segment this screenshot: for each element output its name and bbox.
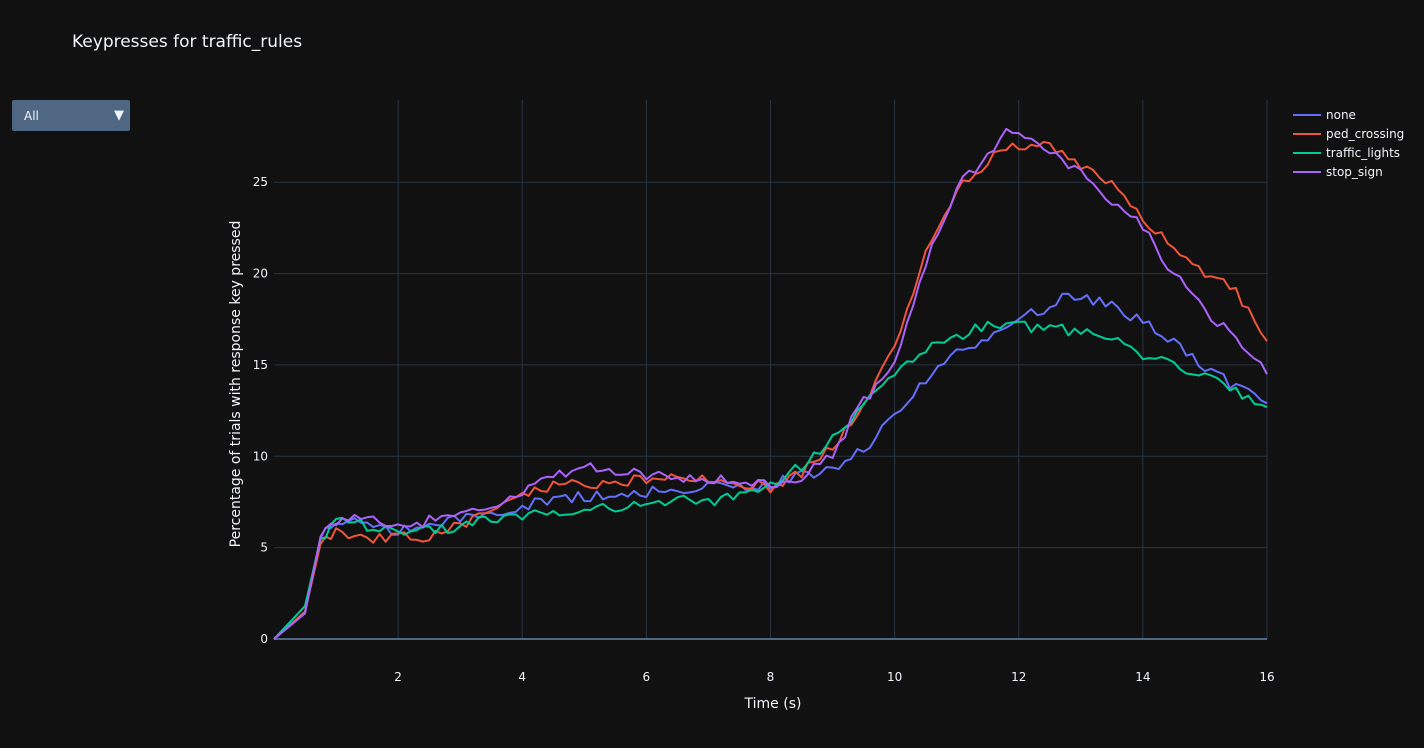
- y-axis-label: Percentage of trials with response key p…: [228, 221, 244, 548]
- x-tick-label: 10: [887, 670, 902, 684]
- y-tick-label: 10: [253, 449, 268, 463]
- y-tick-label: 15: [253, 358, 268, 372]
- x-tick-label: 16: [1259, 670, 1274, 684]
- x-tick-label: 12: [1011, 670, 1026, 684]
- series-lines: [273, 127, 1268, 640]
- x-tick-label: 6: [643, 670, 651, 684]
- grid: [274, 100, 1268, 640]
- x-tick-label: 2: [394, 670, 402, 684]
- legend-label: none: [1326, 108, 1356, 122]
- axis-ticks: 2 4 6 8 10 12 14 16 0 5 10 15 20 25: [253, 175, 1275, 684]
- legend: none ped_crossing traffic_lights stop_sign: [1293, 108, 1404, 179]
- dropdown-selected-label: All: [24, 109, 39, 123]
- legend-item-traffic_lights[interactable]: traffic_lights: [1293, 146, 1400, 160]
- chart-title: Keypresses for traffic_rules: [72, 32, 303, 52]
- series-line-stop_sign: [273, 127, 1268, 640]
- legend-item-none[interactable]: none: [1293, 108, 1356, 122]
- filter-dropdown[interactable]: All ▼: [12, 100, 130, 131]
- y-tick-label: 20: [253, 267, 268, 281]
- legend-label: ped_crossing: [1326, 127, 1404, 141]
- y-tick-label: 0: [260, 632, 268, 646]
- x-axis-label: Time (s): [744, 696, 802, 712]
- x-tick-label: 14: [1135, 670, 1150, 684]
- legend-label: traffic_lights: [1326, 146, 1400, 160]
- x-tick-label: 8: [767, 670, 775, 684]
- x-tick-label: 4: [518, 670, 526, 684]
- y-tick-label: 25: [253, 175, 268, 189]
- triangle-down-icon: ▼: [114, 108, 124, 123]
- legend-label: stop_sign: [1326, 165, 1383, 179]
- y-tick-label: 5: [260, 541, 268, 555]
- legend-item-ped_crossing[interactable]: ped_crossing: [1293, 127, 1404, 141]
- legend-item-stop_sign[interactable]: stop_sign: [1293, 165, 1383, 179]
